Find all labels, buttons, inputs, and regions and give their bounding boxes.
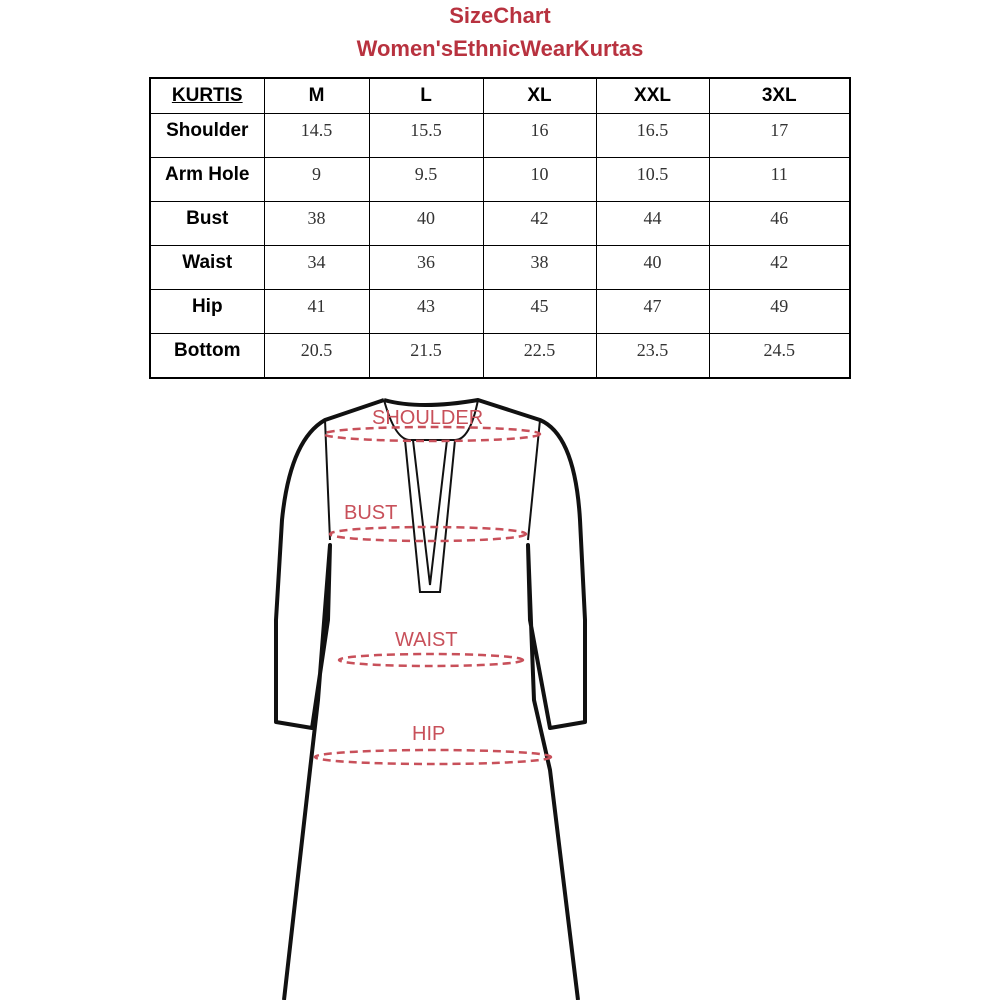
measurement-cell: 11	[708, 157, 851, 202]
kurta-outline	[274, 398, 587, 1000]
table-row: Arm Hole 9 9.5 10 10.5 11	[149, 157, 851, 202]
corner-header: KURTIS	[149, 77, 265, 114]
measurement-cell: 15.5	[368, 113, 484, 158]
bust-measure-line	[328, 525, 528, 543]
measurement-cell: 9.5	[368, 157, 484, 202]
measurement-cell: 22.5	[482, 333, 597, 378]
waist-measure-line	[337, 652, 525, 668]
measurement-cell: 9	[263, 157, 370, 202]
measurement-cell: 24.5	[708, 333, 851, 378]
measure-lines	[313, 425, 553, 766]
measurement-cell: 17	[708, 113, 851, 158]
measurement-cell: 23.5	[595, 333, 710, 378]
row-label: Waist	[149, 245, 265, 290]
size-header: 3XL	[708, 77, 851, 114]
row-label: Shoulder	[149, 113, 265, 158]
row-label: Bottom	[149, 333, 265, 378]
measurement-cell: 34	[263, 245, 370, 290]
chart-title: SizeChart	[449, 3, 551, 28]
measurement-cell: 40	[368, 201, 484, 246]
measurement-cell: 40	[595, 245, 710, 290]
size-table: KURTIS M L XL XXL 3XL Shoulder 14.5 15.5 16…	[149, 77, 851, 379]
measurement-cell: 16.5	[595, 113, 710, 158]
bust-label: BUST	[344, 502, 397, 524]
measurement-cell: 38	[482, 245, 597, 290]
waist-label: WAIST	[395, 629, 458, 651]
measurement-cell: 21.5	[368, 333, 484, 378]
measurement-cell: 44	[595, 201, 710, 246]
measurement-cell: 16	[482, 113, 597, 158]
table-row: Bottom 20.5 21.5 22.5 23.5 24.5	[149, 333, 851, 378]
table-row: Waist 34 36 38 40 42	[149, 245, 851, 290]
measurement-cell: 42	[708, 245, 851, 290]
measurement-cell: 45	[482, 289, 597, 334]
measurement-cell: 47	[595, 289, 710, 334]
chart-subtitle: Women'sEthnicWearKurtas	[356, 36, 644, 61]
shoulder-label: SHOULDER	[372, 407, 483, 429]
shoulder-measure-line	[322, 425, 542, 443]
measurement-cell: 20.5	[263, 333, 370, 378]
hip-label: HIP	[412, 723, 445, 745]
row-label: Bust	[149, 201, 265, 246]
table-header-row: KURTIS M L XL XXL 3XL	[149, 77, 851, 114]
row-label: Arm Hole	[149, 157, 265, 202]
measurement-cell: 14.5	[263, 113, 370, 158]
measurement-cell: 10.5	[595, 157, 710, 202]
table-row: Shoulder 14.5 15.5 16 16.5 17	[149, 113, 851, 158]
hip-measure-line	[313, 748, 553, 766]
